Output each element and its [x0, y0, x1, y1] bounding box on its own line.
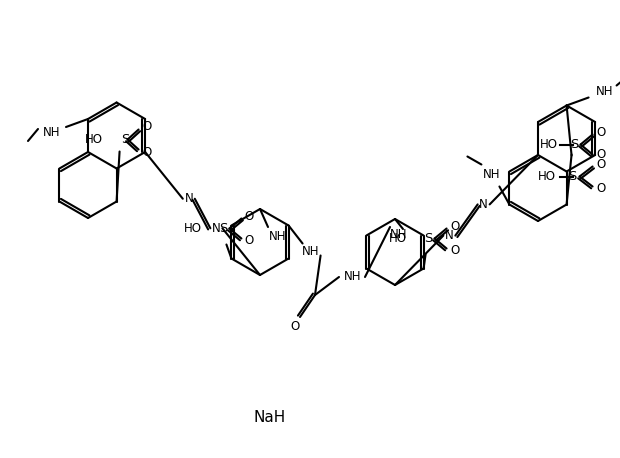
Text: N: N [212, 222, 221, 235]
Text: O: O [290, 321, 299, 333]
Text: HO: HO [389, 232, 407, 245]
Text: NaH: NaH [254, 410, 286, 425]
Text: HO: HO [184, 222, 202, 235]
Text: NH: NH [43, 126, 61, 140]
Text: NH: NH [269, 230, 286, 244]
Text: HO: HO [538, 170, 556, 183]
Text: O: O [596, 126, 605, 139]
Text: O: O [450, 244, 459, 257]
Text: NH: NH [596, 85, 613, 98]
Text: O: O [142, 146, 151, 159]
Text: O: O [596, 182, 605, 195]
Text: O: O [142, 120, 151, 133]
Text: S: S [219, 222, 228, 235]
Text: N: N [479, 198, 488, 211]
Text: N: N [184, 192, 193, 205]
Text: NH: NH [302, 245, 319, 258]
Text: O: O [596, 158, 605, 171]
Text: NH: NH [483, 168, 500, 181]
Text: S: S [570, 138, 578, 151]
Text: HO: HO [84, 133, 102, 146]
Text: N: N [445, 229, 454, 242]
Text: O: O [596, 148, 605, 161]
Text: NH: NH [390, 229, 408, 241]
Text: S: S [425, 232, 433, 245]
Text: O: O [245, 210, 254, 223]
Text: HO: HO [539, 138, 557, 151]
Text: O: O [245, 234, 254, 247]
Text: S: S [569, 170, 577, 183]
Text: S: S [122, 133, 130, 146]
Text: NH: NH [344, 271, 361, 284]
Text: O: O [450, 220, 459, 233]
